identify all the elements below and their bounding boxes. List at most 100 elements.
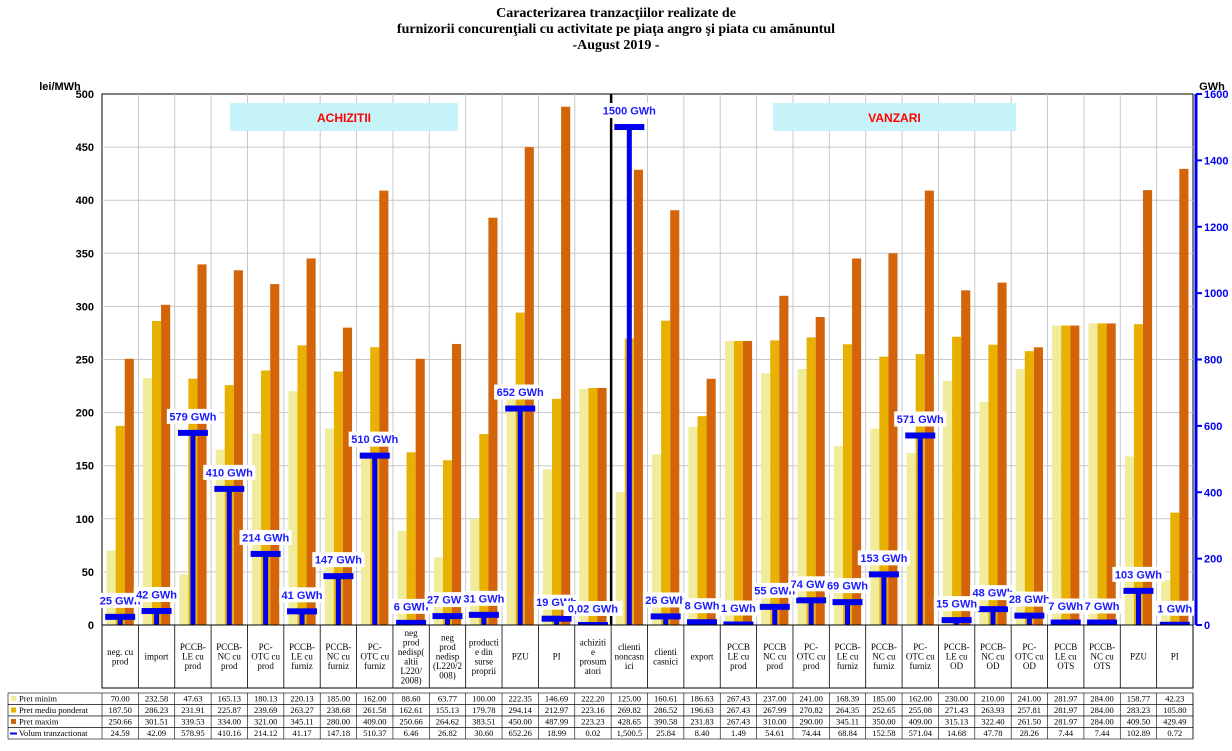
volume-marker [687,619,718,626]
bar-max [1070,325,1080,625]
volume-marker [214,485,245,492]
table-cell: 210.00 [981,694,1004,704]
table-cell: 334.00 [218,717,241,727]
category-label: neg. cu [107,647,133,657]
bar-avg [988,344,998,625]
category-label: PI [1171,652,1179,662]
bar-max [452,343,462,625]
bar-min [761,373,771,625]
bar-max [270,284,280,625]
category-label: NC cu [218,652,242,662]
table-cell: 196.63 [690,705,713,715]
volume-marker [505,405,536,412]
table-cell: 267.43 [727,705,750,715]
bar-max [233,270,243,625]
volume-label: 214 GWh [242,532,289,544]
bar-max [561,106,571,625]
legend-swatch [11,707,16,713]
table-cell: 261.50 [1018,717,1041,727]
category-label: NC cu [872,652,896,662]
volume-label: 571 GWh [897,414,944,426]
bar-avg [333,371,343,625]
table-cell: 74.44 [802,728,822,738]
table-cell: 214.12 [254,728,277,738]
volume-marker [141,608,172,615]
bar-max [924,190,934,625]
category-label: atori [585,666,602,676]
volume-label: 6 GWh [394,601,429,613]
category-label: furniz [291,661,313,671]
volume-marker [868,571,899,578]
volume-label: 0,02 GWh [568,603,618,615]
volume-marker [650,613,681,620]
volume-label: 15 GWh [936,599,977,611]
bar-avg [152,321,162,625]
volume-label-bg [857,550,910,566]
table-cell: 6.46 [404,728,419,738]
category-label: PC- [368,642,382,652]
table-cell: 281.97 [1054,694,1077,704]
category-label: achiziti [580,637,607,647]
table-cell: 63.77 [438,694,457,704]
category-label: PCCB [727,642,750,652]
category-label: LE cu [728,652,750,662]
bar-avg [588,388,598,625]
category-label: LE cu [837,652,859,662]
table-cell: 180.13 [254,694,277,704]
volume-marker [1123,587,1154,594]
table-cell: 578.95 [181,728,204,738]
bar-max [779,295,789,625]
volume-marker [977,606,1008,613]
table-cell: 155.13 [436,705,459,715]
bar-min [542,469,553,625]
table-cell: 270.82 [799,705,822,715]
category-label: casnici [653,656,678,666]
bar-avg [1133,324,1143,625]
bar-avg [770,340,780,625]
category-label: OTC cu [906,652,935,662]
table-cell: 152.58 [872,728,895,738]
volume-bar [517,408,523,625]
bar-min [979,401,989,625]
table-cell: 345.11 [836,717,859,727]
table-cell: 264.35 [836,705,859,715]
volume-label: 579 GWh [169,411,216,423]
table-cell: 241.00 [1018,694,1041,704]
category-label: prod [185,661,202,671]
table-cell: 271.43 [945,705,968,715]
volume-bar [444,616,450,625]
table-cell: 8.40 [695,728,710,738]
bar-min [142,378,153,625]
table-cell: 283.23 [1127,705,1150,715]
table-cell: 88.60 [402,694,421,704]
volume-bar [481,614,487,625]
section-box [230,103,458,131]
bar-min [1088,323,1098,625]
chart-title-line-1: Caracterizarea tranzacţiilor realizate d… [496,6,736,21]
bar-max [888,253,898,626]
volume-bar [117,616,123,625]
y-tick-label: 400 [76,195,94,207]
bar-avg [442,460,453,625]
bar-max [852,258,862,625]
table-cell: 281.97 [1054,705,1077,715]
category-label: PCCB [763,642,786,652]
table-cell: 284.00 [1090,705,1113,715]
bar-max [670,210,680,625]
volume-label: 69 GWh [827,581,868,593]
bar-max [161,304,171,625]
legend-label: Pret mediu ponderat [19,705,89,715]
category-label: neg [441,633,454,643]
bar-avg [479,434,489,625]
y2-tick-label: 1200 [1204,222,1228,234]
table-cell: 652.26 [509,728,532,738]
bar-min [470,518,480,625]
category-label: e [591,647,595,657]
category-label: LE cu [1055,652,1077,662]
legend-swatch [10,732,17,735]
volume-bar [372,455,378,625]
y-axis-label: lei/MWh [39,81,81,93]
bar-min [288,391,298,625]
table-cell: 14.68 [947,728,966,738]
